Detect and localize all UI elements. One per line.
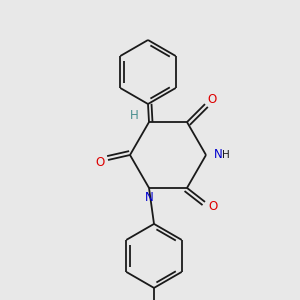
Text: H: H xyxy=(222,150,230,160)
Text: N: N xyxy=(214,148,223,161)
Text: O: O xyxy=(95,155,105,169)
Text: O: O xyxy=(207,93,217,106)
Text: O: O xyxy=(208,200,217,213)
Text: H: H xyxy=(130,109,139,122)
Text: N: N xyxy=(145,191,153,204)
